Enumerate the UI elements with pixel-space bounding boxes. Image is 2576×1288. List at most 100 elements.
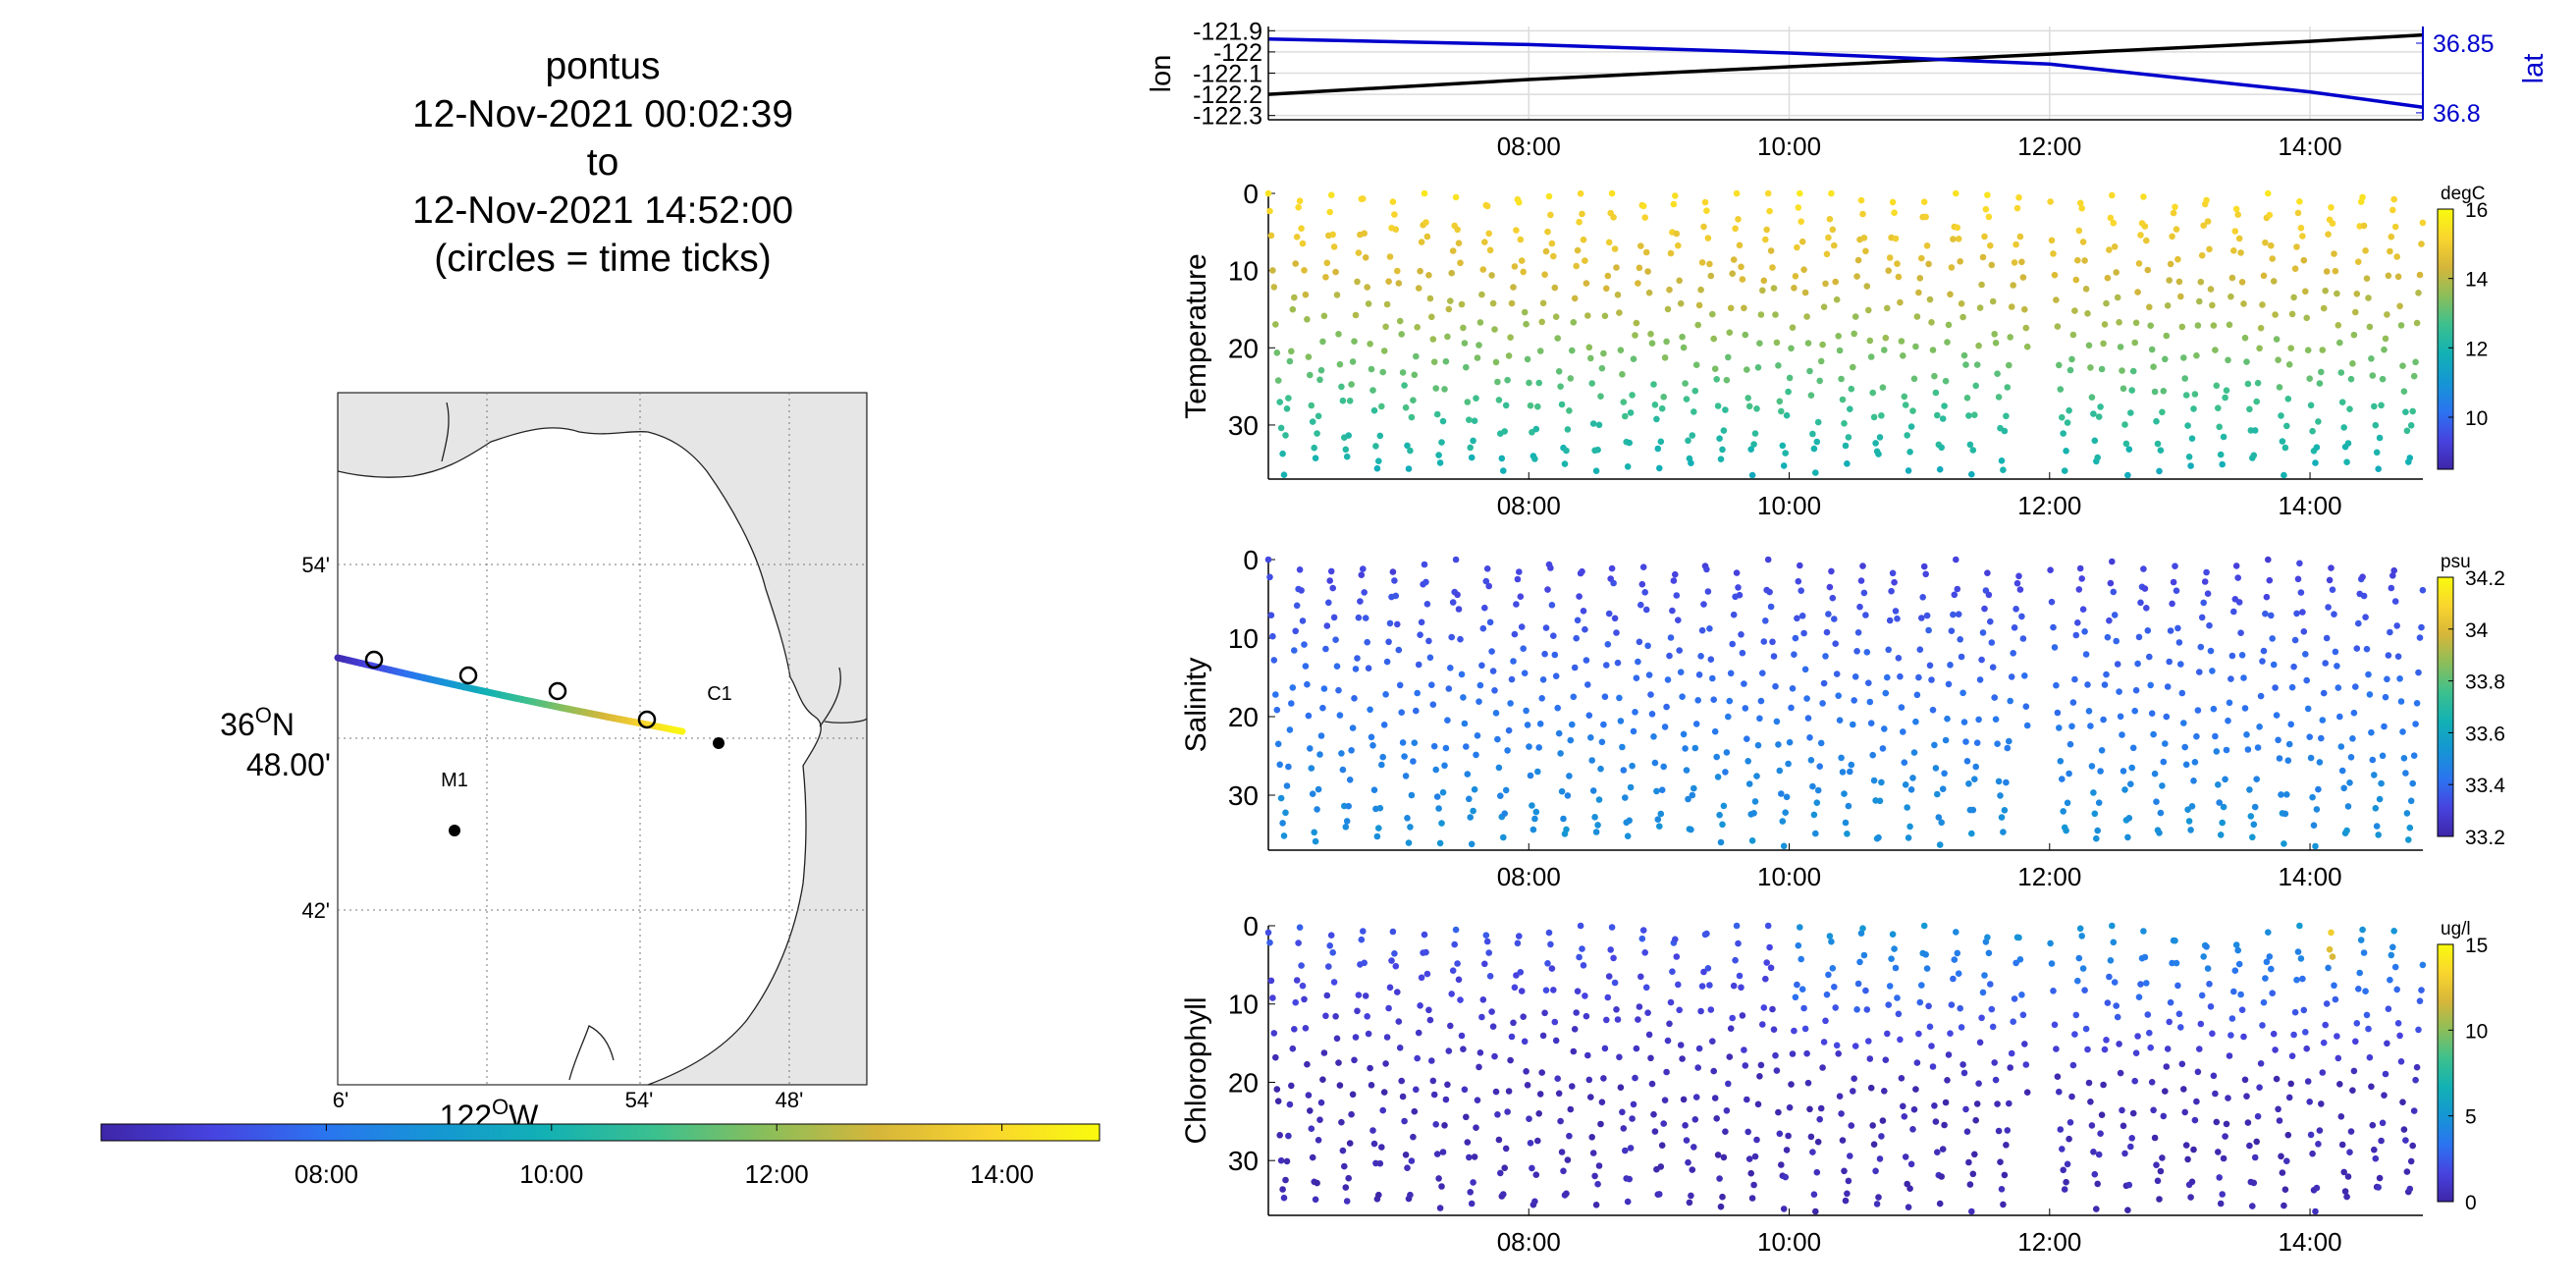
- temperature-point: [1463, 363, 1470, 371]
- temperature-point: [1726, 329, 1734, 337]
- temperature-point: [1322, 274, 1329, 281]
- chlorophyll-point: [1351, 1056, 1358, 1064]
- chlorophyll-point: [1591, 1172, 1598, 1180]
- chlorophyll-point: [1544, 960, 1551, 967]
- salinity-point: [1647, 691, 1654, 698]
- chlorophyll-point: [1379, 1106, 1386, 1114]
- temperature-point: [2048, 237, 2056, 244]
- temperature-point: [1819, 341, 1826, 349]
- salinity-point: [2241, 705, 2249, 712]
- temperature-point: [1641, 214, 1648, 221]
- temperature-point: [2122, 440, 2130, 448]
- temperature-point: [2316, 380, 2324, 387]
- salinity-point: [1316, 751, 1323, 758]
- salinity-point: [1304, 680, 1311, 688]
- temperature-point: [1452, 193, 1460, 201]
- temperature-point: [1757, 311, 1765, 318]
- salinity-point: [1729, 640, 1736, 648]
- salinity-point: [1713, 753, 1720, 761]
- salinity-point: [1547, 564, 1554, 571]
- salinity-point: [2018, 613, 2025, 620]
- salinity-point: [1527, 772, 1534, 779]
- chlorophyll-point: [1488, 1008, 1495, 1015]
- temperature-point: [1736, 242, 1744, 249]
- salinity-point: [2259, 658, 2266, 665]
- temperature-point: [2085, 342, 2093, 349]
- chlorophyll-point: [1574, 988, 1582, 994]
- chlorophyll-point: [1860, 951, 1868, 959]
- temperature-point: [1483, 202, 1491, 210]
- chlorophyll-point: [1730, 982, 1738, 990]
- salinity-point: [2203, 568, 2210, 576]
- temperature-point: [1682, 380, 1689, 387]
- salinity-point: [2069, 699, 2077, 706]
- chlorophyll-point: [1511, 984, 1519, 992]
- salinity-point: [2388, 584, 2395, 592]
- chlorophyll-point: [1717, 1203, 1725, 1210]
- temperature-point: [1689, 432, 1696, 439]
- temperature-point: [1330, 243, 1338, 250]
- temperature-point: [1735, 216, 1742, 223]
- chlorophyll-point: [2353, 1020, 2361, 1027]
- temperature-point: [1613, 264, 1620, 271]
- salinity-point: [1922, 570, 1929, 578]
- temperature-point: [1429, 336, 1437, 343]
- chlorophyll-point: [1637, 973, 1644, 981]
- temperature-point: [1987, 242, 1994, 249]
- temperature-x-tick-label: 10:00: [1757, 491, 1821, 520]
- salinity-point: [2047, 566, 2054, 573]
- temperature-point: [1918, 254, 1925, 262]
- salinity-point: [1719, 821, 1726, 829]
- salinity-point: [2369, 756, 2377, 764]
- temperature-point: [1891, 209, 1898, 216]
- chlorophyll-point: [1439, 1149, 1447, 1155]
- salinity-point: [1396, 681, 1404, 689]
- salinity-point: [2249, 833, 2256, 841]
- salinity-point: [1373, 832, 1381, 840]
- chlorophyll-point: [2075, 954, 2083, 962]
- temperature-point: [1941, 402, 1948, 409]
- chlorophyll-point: [2273, 1075, 2281, 1083]
- salinity-point: [1806, 734, 1813, 741]
- salinity-point: [1888, 587, 1895, 595]
- temperature-point: [2303, 314, 2310, 322]
- salinity-point: [1682, 745, 1689, 752]
- chlorophyll-point: [1851, 1075, 1857, 1082]
- chlorophyll-point: [2259, 1022, 2266, 1029]
- temperature-point: [1644, 268, 1651, 275]
- temperature-point: [2018, 258, 2025, 266]
- temperature-point: [2177, 293, 2184, 300]
- chlorophyll-point: [1739, 1012, 1746, 1019]
- temperature-point: [2141, 223, 2149, 230]
- temperature-point: [2281, 444, 2289, 452]
- temperature-point: [1810, 445, 1818, 453]
- temperature-point: [2379, 375, 2387, 383]
- temperature-point: [1298, 225, 1305, 232]
- salinity-point: [2413, 700, 2421, 707]
- temperature-point: [1963, 395, 1971, 402]
- temperature-point: [2071, 307, 2078, 314]
- lon-lat-panel: 08:00 10:00 12:00 14:00-121.9-122-122.1-122…: [1146, 18, 2549, 161]
- chlorophyll-point: [2121, 1150, 2128, 1157]
- salinity-point: [1644, 642, 1651, 650]
- salinity-point: [1413, 707, 1420, 715]
- salinity-point: [1870, 777, 1878, 784]
- temperature-point: [1457, 259, 1464, 267]
- salinity-point: [1744, 735, 1750, 742]
- salinity-point: [1592, 829, 1600, 835]
- chlorophyll-point: [2127, 1143, 2134, 1151]
- chlorophyll-point: [1657, 1163, 1665, 1170]
- salinity-point: [1460, 694, 1467, 701]
- salinity-point: [1786, 738, 1794, 746]
- salinity-point: [1950, 611, 1957, 618]
- chlorophyll-point: [1495, 1136, 1503, 1144]
- salinity-point: [1345, 802, 1352, 810]
- chlorophyll-point: [1801, 1025, 1809, 1033]
- chlorophyll-point: [1267, 977, 1275, 985]
- temperature-point: [1666, 286, 1673, 294]
- temperature-point: [1958, 300, 1965, 307]
- temperature-point: [1518, 257, 1526, 264]
- chlorophyll-point: [2184, 1155, 2191, 1163]
- chlorophyll-point: [1455, 976, 1463, 984]
- salinity-point: [2013, 579, 2021, 587]
